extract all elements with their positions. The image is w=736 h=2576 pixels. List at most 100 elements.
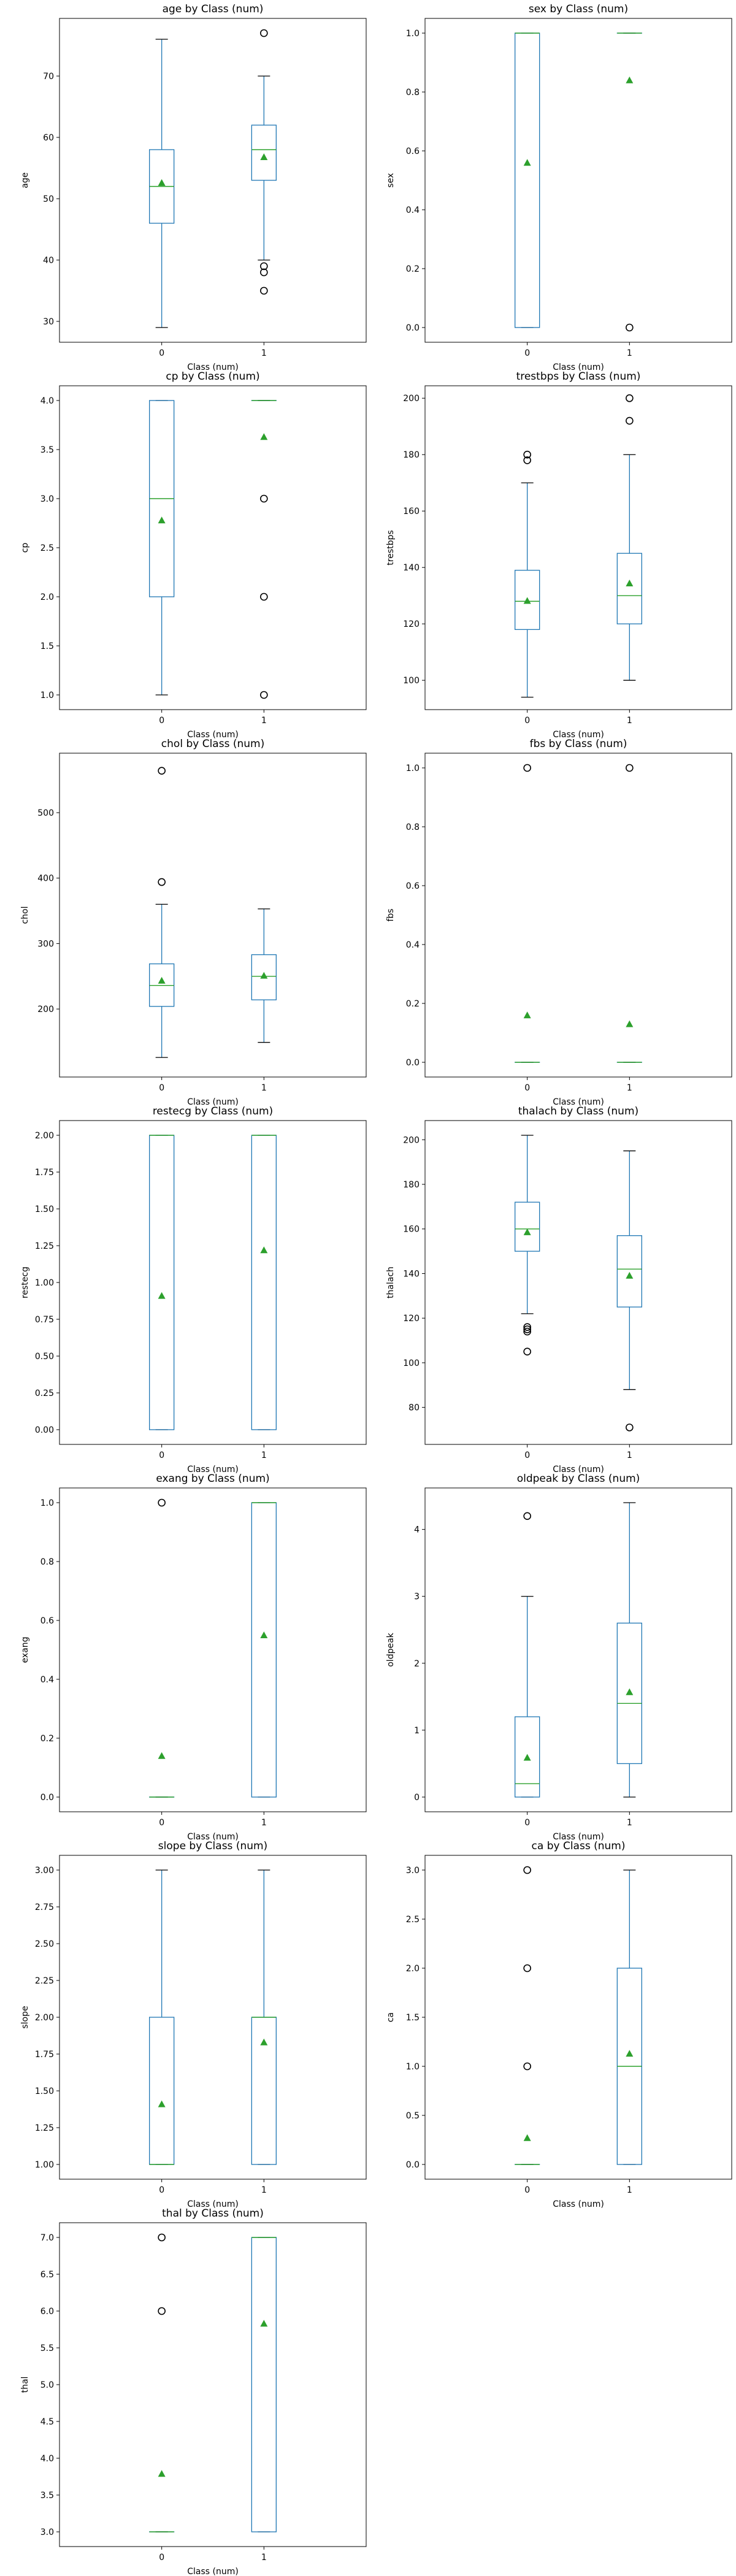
mean-marker bbox=[523, 1228, 531, 1235]
y-tick-label: 2.5 bbox=[40, 543, 54, 553]
y-tick-label: 100 bbox=[403, 1359, 420, 1368]
x-tick-label: 1 bbox=[261, 1451, 267, 1460]
y-tick-label: 0.4 bbox=[406, 940, 420, 950]
y-tick-label: 2.5 bbox=[406, 1915, 420, 1925]
y-tick-label: 4.0 bbox=[40, 396, 54, 406]
mean-marker bbox=[626, 1271, 634, 1279]
y-tick-label: 2.0 bbox=[406, 1964, 420, 1974]
mean-marker bbox=[626, 76, 634, 83]
mean-marker bbox=[260, 1246, 268, 1254]
y-tick-label: 2.25 bbox=[35, 1976, 54, 1986]
y-axis-label: fbs bbox=[386, 908, 396, 921]
plot-frame bbox=[59, 385, 367, 710]
plot-frame bbox=[59, 1487, 367, 1812]
y-tick-label: 0.8 bbox=[406, 822, 420, 832]
x-axis-label: Class (num) bbox=[553, 1465, 604, 1474]
y-tick-label: 0.4 bbox=[40, 1675, 54, 1685]
y-tick-label: 4.0 bbox=[40, 2454, 54, 2464]
plot-frame bbox=[59, 18, 367, 343]
box-1 bbox=[251, 908, 277, 1043]
outlier-point bbox=[523, 1325, 531, 1333]
y-axis-label: thal bbox=[20, 2377, 30, 2393]
y-tick-label: 200 bbox=[403, 1135, 420, 1145]
x-tick-label: 1 bbox=[261, 716, 267, 726]
outlier-point bbox=[523, 456, 531, 464]
x-tick-label: 0 bbox=[159, 1451, 164, 1460]
y-tick-label: 1.25 bbox=[35, 1241, 54, 1251]
mean-marker bbox=[260, 1631, 268, 1638]
mean-marker bbox=[260, 433, 268, 440]
y-tick-label: 5.5 bbox=[40, 2344, 54, 2353]
box-iqr bbox=[251, 954, 277, 1000]
y-axis-label: sex bbox=[386, 173, 396, 188]
y-tick-label: 0.8 bbox=[406, 88, 420, 98]
x-axis-label: Class (num) bbox=[553, 1832, 604, 1842]
x-tick-label: 0 bbox=[159, 2553, 164, 2563]
subplot-sex: sex by Class (num) 0.0 0.2 0.4 0.6 0.8 1.0 0 1 Cl… bbox=[386, 3, 732, 372]
box-1 bbox=[616, 1869, 642, 2165]
mean-marker bbox=[260, 972, 268, 979]
x-tick-label: 0 bbox=[159, 1083, 164, 1093]
y-tick-label: 400 bbox=[37, 874, 54, 884]
box-iqr bbox=[251, 1502, 277, 1798]
y-tick-label: 4.5 bbox=[40, 2417, 54, 2427]
y-tick-label: 1.00 bbox=[35, 1278, 54, 1288]
y-tick-label: 3.0 bbox=[40, 494, 54, 504]
box-iqr bbox=[515, 1716, 540, 1798]
y-tick-label: 1.0 bbox=[406, 2062, 420, 2072]
plot-frame bbox=[59, 1855, 367, 2180]
subplot-title: ca by Class (num) bbox=[532, 1840, 626, 1852]
x-tick-label: 1 bbox=[261, 348, 267, 358]
x-tick-label: 0 bbox=[159, 716, 164, 726]
y-tick-label: 120 bbox=[403, 619, 420, 629]
y-tick-label: 200 bbox=[37, 1005, 54, 1014]
x-axis-label: Class (num) bbox=[553, 362, 604, 372]
x-tick-label: 0 bbox=[524, 348, 530, 358]
x-tick-label: 1 bbox=[627, 2185, 632, 2195]
box-iqr bbox=[616, 553, 642, 624]
y-tick-label: 3.0 bbox=[40, 2528, 54, 2537]
y-tick-label: 0.6 bbox=[40, 1616, 54, 1626]
x-axis-label: Class (num) bbox=[187, 1097, 239, 1107]
y-tick-label: 140 bbox=[403, 563, 420, 573]
y-tick-label: 300 bbox=[37, 939, 54, 949]
box-1 bbox=[616, 1150, 642, 1432]
subplot-thalach: thalach by Class (num) 80 100 120 140 160 180 2… bbox=[386, 1105, 732, 1474]
y-tick-label: 3.0 bbox=[406, 1866, 420, 1876]
y-tick-label: 0 bbox=[414, 1793, 420, 1803]
mean-marker bbox=[158, 1292, 166, 1299]
mean-marker bbox=[260, 2038, 268, 2045]
x-tick-label: 1 bbox=[627, 1083, 632, 1093]
y-tick-label: 120 bbox=[403, 1314, 420, 1324]
plot-frame bbox=[424, 1120, 732, 1445]
y-tick-label: 50 bbox=[43, 194, 54, 204]
box-0 bbox=[149, 1135, 175, 1430]
subplot-trestbps: trestbps by Class (num) 100 120 140 160 180 20… bbox=[386, 370, 732, 740]
x-tick-label: 0 bbox=[159, 1818, 164, 1828]
mean-marker bbox=[158, 2100, 166, 2107]
subplot-title: thalach by Class (num) bbox=[518, 1105, 638, 1117]
box-1 bbox=[616, 394, 642, 681]
subplot-title: oldpeak by Class (num) bbox=[517, 1473, 640, 1485]
mean-marker bbox=[626, 1020, 634, 1027]
outlier-point bbox=[523, 1347, 531, 1356]
y-tick-label: 0.2 bbox=[406, 264, 420, 274]
y-tick-label: 0.25 bbox=[35, 1389, 54, 1398]
outlier-point bbox=[626, 416, 634, 425]
mean-marker bbox=[523, 2134, 531, 2141]
mean-marker bbox=[626, 1688, 634, 1695]
x-tick-label: 0 bbox=[524, 1818, 530, 1828]
box-iqr bbox=[251, 125, 277, 181]
y-tick-label: 0.0 bbox=[406, 323, 420, 333]
y-tick-label: 0.50 bbox=[35, 1352, 54, 1362]
y-tick-label: 200 bbox=[403, 394, 420, 404]
x-axis-label: Class (num) bbox=[187, 730, 239, 740]
y-tick-label: 60 bbox=[43, 133, 54, 143]
box-iqr bbox=[515, 570, 540, 631]
subplot-fbs: fbs by Class (num) 0.0 0.2 0.4 0.6 0.8 1.0 0 1 Cl… bbox=[386, 738, 732, 1107]
outlier-point bbox=[626, 394, 634, 402]
x-tick-label: 0 bbox=[524, 1083, 530, 1093]
x-axis-label: Class (num) bbox=[187, 1832, 239, 1842]
mean-marker bbox=[523, 1011, 531, 1019]
box-iqr bbox=[515, 33, 540, 328]
